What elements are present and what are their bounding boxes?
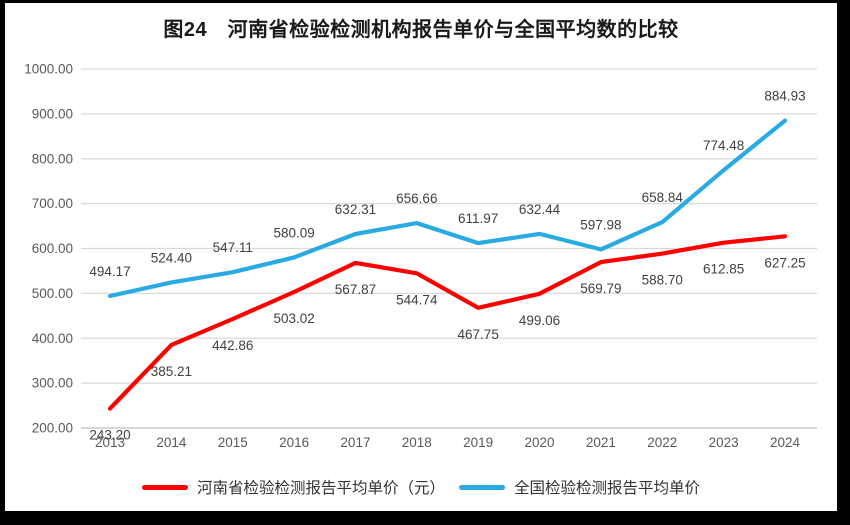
data-label: 597.98 xyxy=(580,217,621,232)
data-label: 884.93 xyxy=(764,89,805,104)
y-tick-label: 900.00 xyxy=(32,106,73,121)
legend-line-sample-henan xyxy=(141,484,188,490)
data-label: 243.20 xyxy=(89,428,130,443)
x-tick-label: 2022 xyxy=(647,435,677,450)
data-label: 524.40 xyxy=(151,250,192,265)
legend-label-national: 全国检验检测报告平均单价 xyxy=(514,480,701,497)
data-label: 544.74 xyxy=(396,292,438,307)
data-label: 632.31 xyxy=(335,202,376,217)
data-label: 467.75 xyxy=(458,327,499,342)
data-label: 588.70 xyxy=(642,273,683,288)
data-label: 547.11 xyxy=(213,240,253,255)
y-tick-label: 200.00 xyxy=(32,421,73,436)
x-tick-label: 2019 xyxy=(463,435,493,450)
x-tick-label: 2013 xyxy=(95,435,125,450)
series-line-henan xyxy=(107,234,788,411)
legend-item-henan: 河南省检验检测报告平均单价（元） xyxy=(141,476,445,498)
chart-title: 图24 河南省检验检测机构报告单价与全国平均数的比较 xyxy=(163,19,679,41)
y-tick-label: 700.00 xyxy=(32,196,73,211)
y-tick-label: 300.00 xyxy=(32,376,73,391)
y-tick-label: 400.00 xyxy=(32,331,73,346)
data-label: 385.21 xyxy=(151,364,192,379)
data-label: 494.17 xyxy=(89,264,130,279)
legend: 河南省检验检测报告平均单价（元） 全国检验检测报告平均单价 xyxy=(5,476,837,498)
y-tick-label: 500.00 xyxy=(32,286,73,301)
x-tick-label: 2023 xyxy=(709,435,739,450)
x-tick-label: 2018 xyxy=(402,435,432,450)
y-tick-label: 1000.00 xyxy=(24,62,73,77)
data-label: 656.66 xyxy=(396,191,437,206)
data-label: 612.85 xyxy=(703,262,744,277)
data-label: 627.25 xyxy=(764,255,805,270)
data-label: 611.97 xyxy=(458,211,498,226)
data-label: 569.79 xyxy=(580,281,621,296)
data-label: 580.09 xyxy=(273,225,314,240)
x-tick-label: 2021 xyxy=(586,435,616,450)
data-label: 658.84 xyxy=(642,190,684,205)
x-tick-label: 2020 xyxy=(525,435,555,450)
legend-label-henan: 河南省检验检测报告平均单价（元） xyxy=(196,480,445,497)
x-tick-label: 2017 xyxy=(340,435,370,450)
data-label: 503.02 xyxy=(273,311,314,326)
data-label: 442.86 xyxy=(212,338,253,353)
x-tick-label: 2016 xyxy=(279,435,309,450)
x-tick-label: 2015 xyxy=(218,435,248,450)
legend-item-national: 全国检验检测报告平均单价 xyxy=(459,476,700,498)
data-label: 499.06 xyxy=(519,313,560,328)
data-label: 774.48 xyxy=(703,138,744,153)
x-tick-label: 2014 xyxy=(156,435,187,450)
chart-canvas xyxy=(5,3,837,511)
y-tick-label: 600.00 xyxy=(32,241,73,256)
legend-line-sample-national xyxy=(459,484,505,490)
data-label: 632.44 xyxy=(519,202,561,217)
y-tick-label: 800.00 xyxy=(32,151,73,166)
x-tick-label: 2024 xyxy=(770,435,801,450)
data-label: 567.87 xyxy=(335,282,376,297)
series-line-national xyxy=(107,118,788,299)
